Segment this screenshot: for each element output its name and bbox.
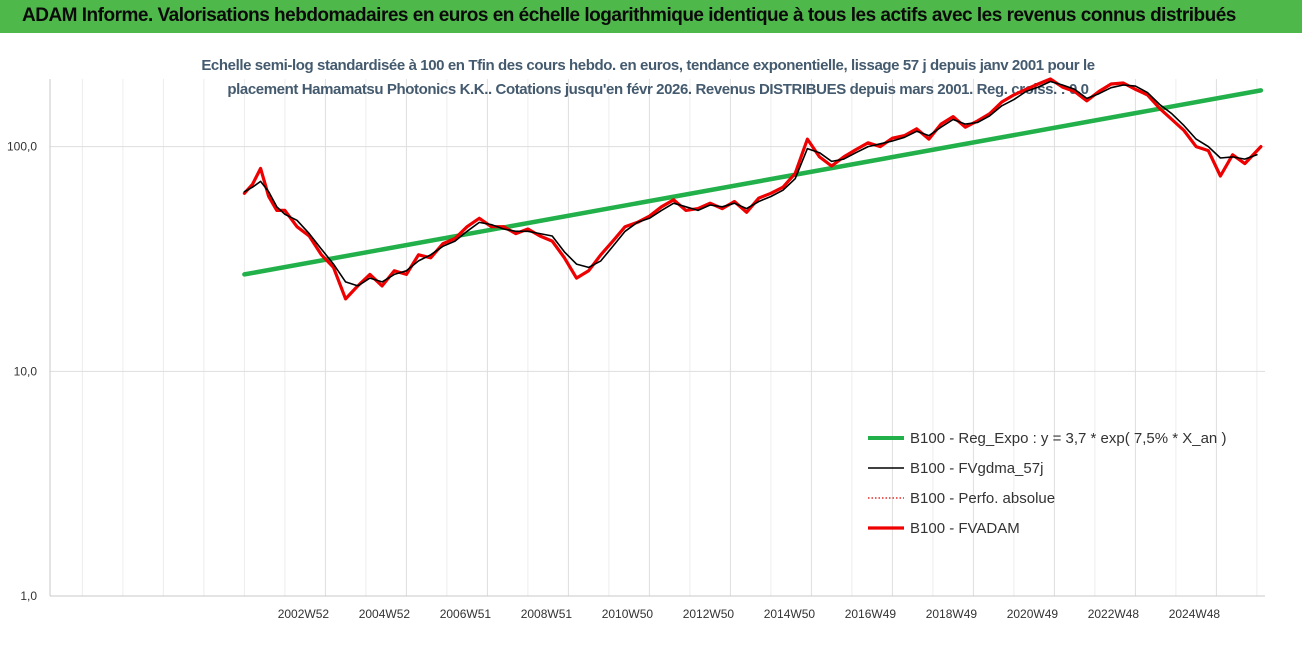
legend: B100 - Reg_Expo : y = 3,7 * exp( 7,5% * … [868, 430, 1226, 537]
x-tick-label: 2012W50 [683, 607, 735, 621]
y-tick-label: 100,0 [7, 140, 37, 154]
vertical-gridlines [81, 79, 1258, 596]
x-tick-label: 2016W49 [845, 607, 897, 621]
x-tick-label: 2006W51 [440, 607, 492, 621]
x-tick-label: 2010W50 [602, 607, 654, 621]
legend-label-fvadam-line: B100 - FVADAM [910, 520, 1020, 537]
x-tick-label: 2022W48 [1088, 607, 1140, 621]
x-tick-label: 2020W49 [1007, 607, 1059, 621]
x-tick-label: 2024W48 [1169, 607, 1221, 621]
x-tick-label: 2014W50 [764, 607, 816, 621]
fvadam-line [242, 77, 1263, 301]
page-title: ADAM Informe. Valorisations hebdomadaire… [22, 5, 1236, 26]
y-tick-label: 10,0 [14, 364, 38, 378]
series-layer [242, 77, 1264, 301]
title-bar: ADAM Informe. Valorisations hebdomadaire… [0, 0, 1302, 33]
x-tick-label: 2018W49 [926, 607, 978, 621]
x-tick-label: 2002W52 [278, 607, 330, 621]
legend-label-smoothed-line: B100 - FVgdma_57j [910, 460, 1043, 477]
y-tick-label: 1,0 [20, 589, 37, 603]
chart-background [0, 33, 1302, 647]
y-axis-ticks: 1,0 10,0 100,0 [7, 140, 37, 603]
trend-line [242, 88, 1264, 277]
smoothed-line [243, 80, 1258, 287]
legend-label-trend-line: B100 - Reg_Expo : y = 3,7 * exp( 7,5% * … [910, 430, 1226, 447]
x-axis-ticks: 2002W52 2004W52 2006W51 2008W51 2010W50 2012W… [278, 607, 1221, 621]
chart-subtitle-line-2: placement Hamamatsu Photonics K.K.. Cota… [227, 81, 1088, 98]
x-tick-label: 2004W52 [359, 607, 411, 621]
chart-subtitle-line-1: Echelle semi-log standardisée à 100 en T… [201, 57, 1094, 74]
legend-label-perfo-absolue-line: B100 - Perfo. absolue [910, 490, 1055, 507]
x-tick-label: 2008W51 [521, 607, 573, 621]
line-chart: Echelle semi-log standardisée à 100 en T… [0, 33, 1302, 647]
